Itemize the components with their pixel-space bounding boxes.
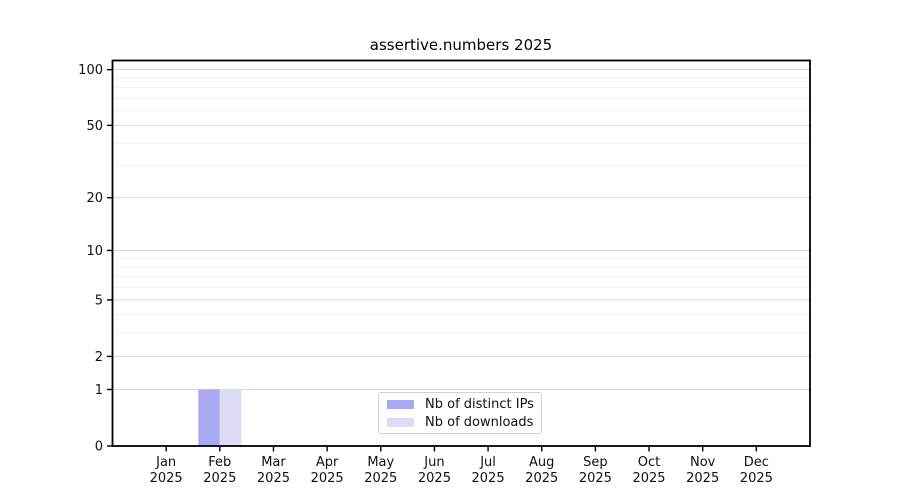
- y-tick-label: 0: [95, 440, 103, 455]
- x-tick-label-month: Jul: [479, 455, 496, 470]
- x-tick-label-month: Sep: [583, 455, 608, 470]
- y-tick-label: 2: [95, 350, 103, 365]
- y-tick-label: 50: [86, 119, 103, 134]
- bar-downloads: [219, 389, 242, 446]
- x-tick-label-month: Jun: [423, 455, 444, 470]
- chart-legend: Nb of distinct IPs Nb of downloads: [378, 392, 542, 434]
- x-tick-label-year: 2025: [311, 471, 344, 486]
- legend-swatch-distinct-ips: [387, 399, 414, 409]
- y-tick-label: 5: [95, 293, 103, 308]
- x-tick-label-year: 2025: [632, 471, 665, 486]
- x-tick-label-year: 2025: [579, 471, 612, 486]
- x-tick-label-month: May: [367, 455, 394, 470]
- x-tick-label-month: Mar: [261, 455, 286, 470]
- x-tick-label-year: 2025: [150, 471, 183, 486]
- x-tick-label-month: Jan: [155, 455, 176, 470]
- legend-label-downloads: Nb of downloads: [425, 414, 534, 430]
- legend-label-distinct-ips: Nb of distinct IPs: [425, 396, 534, 412]
- bar-distinct-ips: [198, 389, 220, 446]
- legend-item-distinct-ips: Nb of distinct IPs: [387, 396, 534, 412]
- x-tick-label-year: 2025: [472, 471, 505, 486]
- x-tick-label-year: 2025: [418, 471, 451, 486]
- x-tick-label-month: Feb: [208, 455, 231, 470]
- x-tick-label-year: 2025: [364, 471, 397, 486]
- y-tick-label: 100: [78, 63, 103, 78]
- y-tick-label: 10: [86, 244, 103, 259]
- x-tick-label-month: Aug: [529, 455, 554, 470]
- y-tick-label: 20: [86, 191, 103, 206]
- legend-item-downloads: Nb of downloads: [387, 415, 533, 430]
- x-tick-label-year: 2025: [525, 471, 558, 486]
- x-tick-label-month: Oct: [638, 455, 660, 470]
- x-tick-label-year: 2025: [686, 471, 719, 486]
- x-tick-label-year: 2025: [257, 471, 290, 486]
- x-tick-label-month: Nov: [690, 455, 716, 470]
- legend-swatch-downloads: [387, 417, 414, 427]
- x-tick-label-month: Dec: [744, 455, 769, 470]
- chart-title: assertive.numbers 2025: [369, 36, 553, 54]
- x-tick-label-month: Apr: [316, 455, 339, 470]
- x-tick-label-year: 2025: [203, 471, 236, 486]
- x-tick-label-year: 2025: [740, 471, 773, 486]
- plot-border: [111, 59, 811, 447]
- y-tick-label: 1: [95, 383, 103, 398]
